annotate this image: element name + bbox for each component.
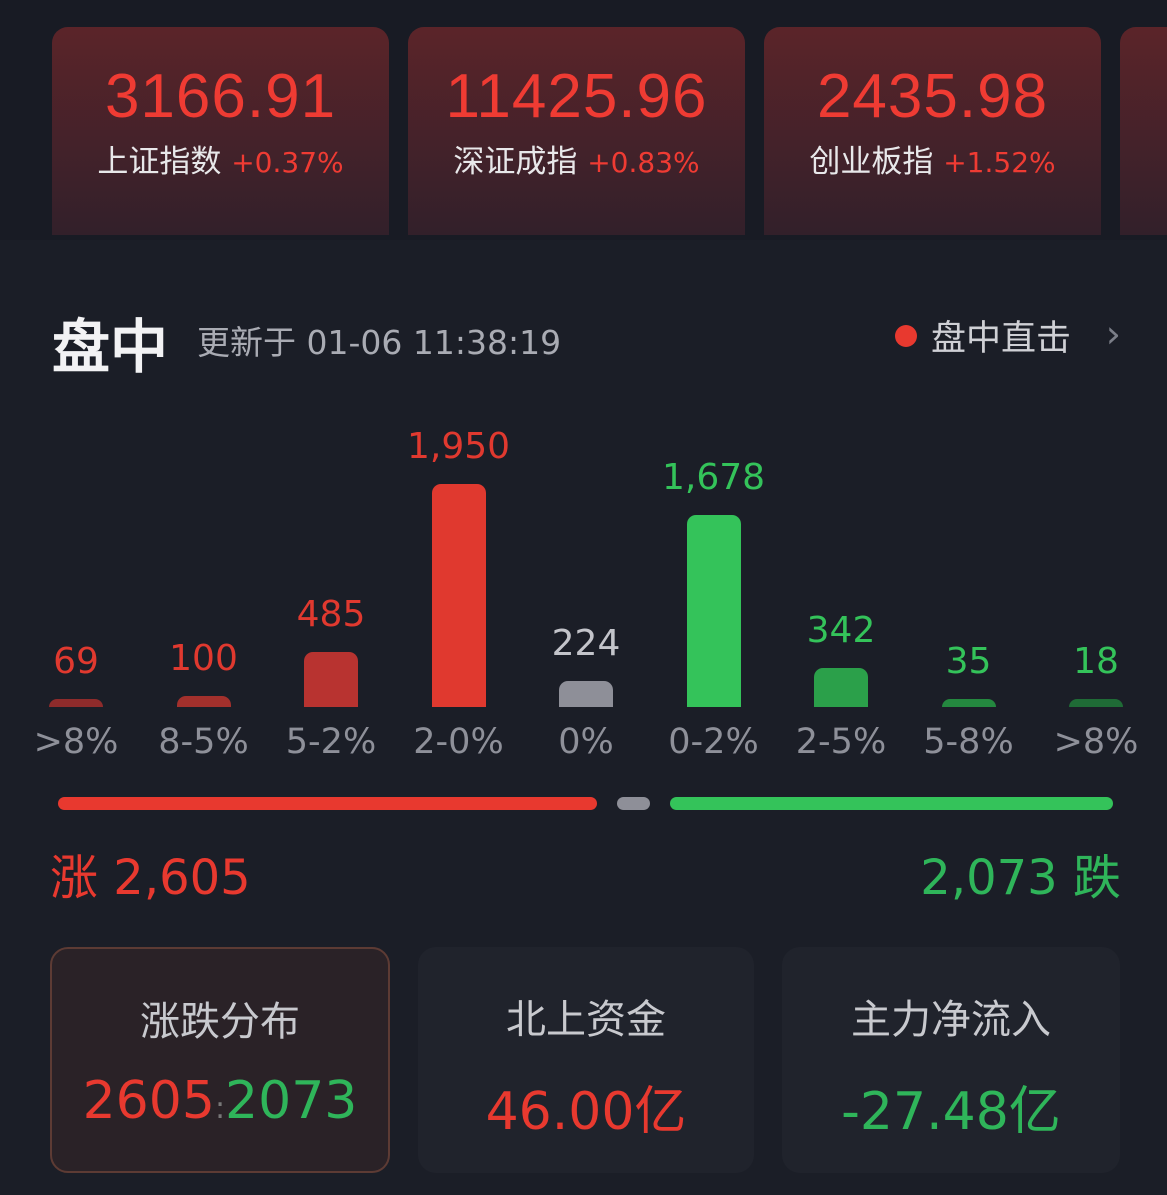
index-card-cyb[interactable]: 2435.98 创业板指 +1.52% [764, 27, 1101, 235]
bar-value-label: 1,678 [661, 457, 766, 499]
up-count: 涨 2,605 [50, 850, 251, 906]
bar-0 [49, 699, 103, 707]
bar-6 [814, 667, 868, 707]
stat-card-northbound[interactable]: 北上资金 46.00亿 [418, 947, 754, 1173]
bar-2 [304, 651, 358, 707]
index-name: 深证成指 [453, 144, 578, 180]
bar-3 [431, 484, 486, 707]
index-card-sz[interactable]: 11425.96 深证成指 +0.83% [408, 27, 745, 235]
stat-card-main-inflow[interactable]: 主力净流入 -27.48亿 [782, 947, 1120, 1173]
stat-value: -27.48亿 [841, 1082, 1061, 1142]
bar-value-label: 100 [169, 637, 238, 679]
bar-5 [686, 515, 741, 707]
bar-value-label: 35 [945, 641, 992, 682]
bar-7 [941, 699, 996, 707]
category-label: 2-0% [413, 722, 504, 762]
category-label: 5-8% [923, 722, 1014, 762]
chevron-right-icon[interactable]: › [1105, 312, 1121, 356]
category-label: 2-5% [795, 722, 887, 762]
stat-value: 46.00亿 [485, 1082, 687, 1142]
index-value: 11425.96 [445, 62, 708, 131]
index-change: +1.52% [943, 146, 1056, 179]
stat-up: 2605 [82, 1071, 215, 1131]
index-name: 上证指数 [97, 144, 222, 180]
bar-value-label: 485 [296, 593, 366, 635]
live-dot-icon [894, 324, 917, 347]
stat-title: 北上资金 [506, 997, 666, 1043]
update-time: 更新于 01-06 11:38:19 [197, 323, 562, 362]
category-label: 0-2% [668, 722, 759, 762]
index-card-sh[interactable]: 3166.91 上证指数 +0.37% [52, 27, 389, 235]
down-count: 2,073 跌 [920, 850, 1121, 906]
bar-8 [1069, 699, 1123, 707]
stat-title: 涨跌分布 [140, 999, 300, 1045]
flat-ratio-bar [617, 797, 650, 810]
bar-4 [559, 681, 613, 707]
bar-value-label: 1,950 [406, 426, 511, 467]
index-change: +0.83% [587, 146, 700, 179]
bar-value-label: 342 [806, 609, 876, 651]
category-label: 8-5% [158, 722, 249, 762]
up-ratio-bar [58, 797, 598, 810]
index-name: 创业板指 [809, 144, 934, 180]
live-link[interactable]: 盘中直击 [894, 310, 1071, 361]
live-label: 盘中直击 [930, 319, 1071, 359]
index-value: 3166.91 [104, 62, 337, 131]
bar-value-label: 69 [53, 641, 99, 682]
index-change: +0.37% [231, 146, 344, 179]
bar-value-label: 224 [551, 623, 621, 665]
index-card-partial[interactable] [1120, 27, 1167, 235]
category-label: 0% [558, 722, 614, 762]
category-label: 5-2% [285, 722, 377, 762]
down-ratio-bar [669, 797, 1113, 810]
stat-title: 主力净流入 [851, 997, 1051, 1043]
bar-value-label: 18 [1073, 641, 1119, 682]
stat-card-distribution[interactable]: 涨跌分布 2605:2073 [50, 947, 390, 1173]
stat-sep: : [214, 1091, 226, 1126]
section-title: 盘中 [52, 313, 169, 381]
category-label: >8% [1053, 722, 1139, 762]
bar-1 [176, 695, 231, 707]
stat-down: 2073 [225, 1071, 358, 1131]
index-value: 2435.98 [816, 62, 1049, 131]
category-label: >8% [33, 722, 119, 762]
